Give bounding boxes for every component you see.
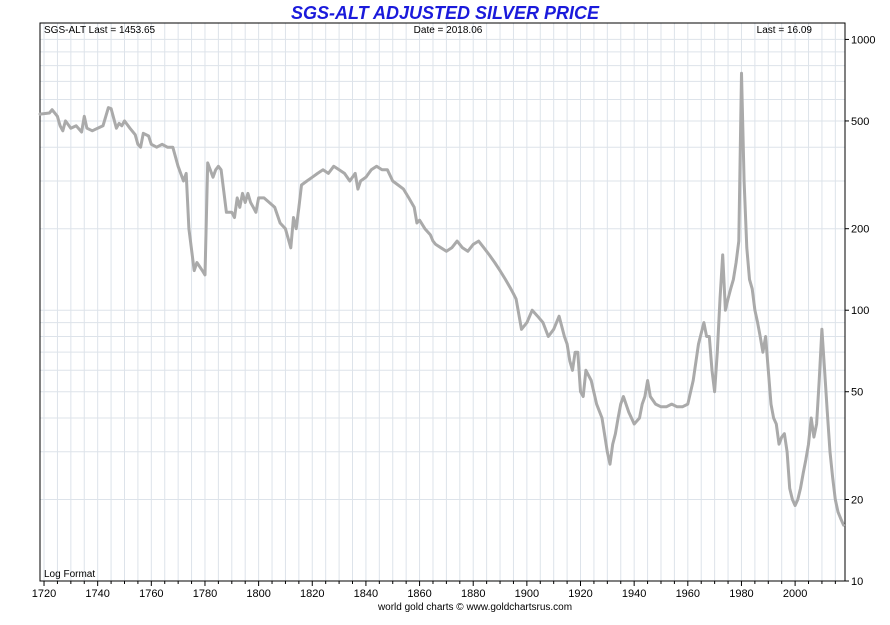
plot-frame [39, 22, 846, 582]
y-tick-label: 100 [851, 305, 869, 317]
y-tick-label: 200 [851, 224, 869, 236]
y-tick-label: 500 [851, 116, 869, 128]
y-axis: 10 20 50 100 200 500 1000 [845, 34, 875, 588]
x-tick-label: 1820 [300, 588, 324, 600]
y-tick-label: 50 [851, 387, 863, 399]
x-tick-label: 1920 [568, 588, 592, 600]
x-axis: 1720 1740 1760 1780 1800 1820 1840 1860 1880 1900… [32, 581, 836, 600]
x-tick-label: 1840 [354, 588, 378, 600]
y-tick-label: 20 [851, 494, 863, 506]
log-format-label: Log Format [44, 569, 95, 580]
x-tick-label: 1740 [85, 588, 109, 600]
x-tick-label: 1980 [729, 588, 753, 600]
x-tick-label: 1780 [193, 588, 217, 600]
x-tick-label: 1860 [407, 588, 431, 600]
chart-grid [40, 23, 845, 581]
x-tick-label: 1940 [622, 588, 646, 600]
x-tick-label: 1720 [32, 588, 56, 600]
x-tick-label: 1760 [139, 588, 163, 600]
x-tick-label: 1880 [461, 588, 485, 600]
x-tick-label: 1960 [676, 588, 700, 600]
y-tick-label: 10 [851, 576, 863, 588]
last-price-label: Last = 16.09 [757, 25, 813, 36]
x-tick-label: 1900 [515, 588, 539, 600]
y-tick-label: 1000 [851, 34, 875, 46]
chart-title: SGS-ALT ADJUSTED SILVER PRICE [291, 3, 600, 23]
date-label: Date = 2018.06 [414, 25, 483, 36]
last-value-label: SGS-ALT Last = 1453.65 [44, 25, 156, 36]
footer-credit: world gold charts © www.goldchartsrus.co… [377, 602, 572, 613]
x-tick-label: 2000 [783, 588, 807, 600]
series-line-silver [38, 71, 846, 527]
x-tick-label: 1800 [246, 588, 270, 600]
